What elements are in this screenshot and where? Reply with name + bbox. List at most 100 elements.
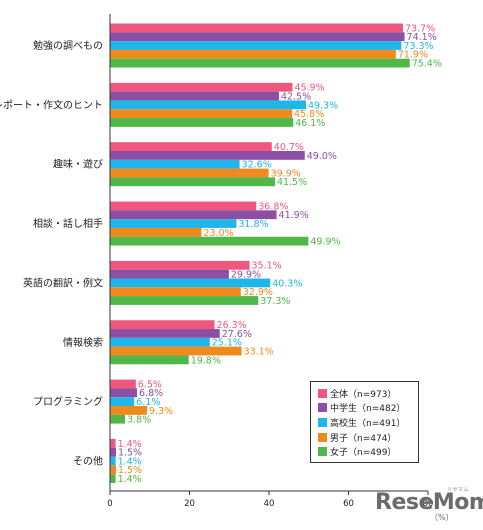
bar-6-2 <box>110 397 135 406</box>
category-label-3: 相談・話し相手 <box>33 217 103 230</box>
legend-swatch-1 <box>318 403 327 413</box>
legend-label-3: 男子（n=474） <box>330 433 397 444</box>
bar-0-3 <box>110 49 396 59</box>
category-label-4: 英語の翻訳・例文 <box>23 276 103 289</box>
bar-4-4 <box>110 296 259 305</box>
bar-6-1 <box>110 388 138 398</box>
value-label-6-3: 9.3% <box>149 406 173 417</box>
bar-5-1 <box>110 329 220 338</box>
bar-3-1 <box>110 210 277 220</box>
bar-0-1 <box>110 32 405 42</box>
value-label-3-3: 23.0% <box>203 228 233 239</box>
value-label-0-1: 74.1% <box>407 32 437 43</box>
bar-3-2 <box>110 219 237 228</box>
legend-label-4: 女子（n=499） <box>330 448 397 459</box>
legend-item-4: 女子（n=499） <box>318 444 418 459</box>
legend-item-1: 中学生（n=482） <box>318 401 418 416</box>
bar-7-0 <box>110 438 116 448</box>
value-label-4-0: 35.1% <box>252 261 282 272</box>
value-label-4-3: 32.9% <box>243 287 273 298</box>
value-label-4-4: 37.3% <box>260 296 290 307</box>
bar-5-2 <box>110 337 210 347</box>
category-label-1: レポート・作文のヒント <box>0 98 103 111</box>
value-label-2-4: 41.5% <box>277 177 307 188</box>
value-label-5-3: 33.1% <box>244 346 274 357</box>
value-label-1-4: 46.1% <box>295 118 325 129</box>
category-label-2: 趣味・遊び <box>53 158 103 171</box>
bar-6-3 <box>110 406 147 415</box>
bar-4-3 <box>110 287 241 297</box>
category-labels-group: 勉強の調べものレポート・作文のヒント趣味・遊び相談・話し相手英語の翻訳・例文情報… <box>0 39 103 467</box>
value-label-4-1: 29.9% <box>231 270 261 281</box>
value-label-5-0: 26.3% <box>217 320 247 331</box>
bar-7-1 <box>110 447 116 457</box>
value-label-6-0: 6.5% <box>138 379 162 390</box>
category-label-7: その他 <box>73 454 103 467</box>
value-label-5-1: 27.6% <box>222 329 252 340</box>
legend-swatch-2 <box>318 417 327 427</box>
legend-item-3: 男子（n=474） <box>318 430 418 445</box>
bar-2-0 <box>110 142 272 151</box>
value-label-6-1: 6.8% <box>139 388 163 399</box>
bar-0-0 <box>110 23 403 33</box>
bar-6-0 <box>110 379 136 389</box>
x-axis: 0 20 40 60 80 <box>107 14 433 509</box>
x-tick-label-4: 80 <box>423 499 434 509</box>
value-label-3-1: 41.9% <box>279 210 309 221</box>
bar-2-2 <box>110 159 240 169</box>
category-label-0: 勉強の調べもの <box>33 39 103 52</box>
value-label-3-4: 49.9% <box>310 237 340 248</box>
bar-5-0 <box>110 320 215 330</box>
bar-2-3 <box>110 168 269 178</box>
value-label-7-3: 1.5% <box>118 465 142 476</box>
value-label-7-0: 1.4% <box>118 439 142 450</box>
legend: 全体（n=973） 中学生（n=482） 高校生（n=491） 男子（n=474） 女子… <box>310 381 419 463</box>
legend-label-2: 高校生（n=491） <box>330 418 406 429</box>
legend-item-0: 全体（n=973） <box>318 386 418 401</box>
value-label-2-3: 39.9% <box>271 168 301 179</box>
watermark-kana: リセマム <box>447 487 470 493</box>
value-label-4-2: 40.3% <box>272 278 302 289</box>
bars-group <box>110 23 410 483</box>
bar-7-3 <box>110 465 116 475</box>
x-tick-label-0: 0 <box>107 499 112 509</box>
legend-label-1: 中学生（n=482） <box>330 404 406 415</box>
category-label-6: プログラミング <box>33 395 103 408</box>
value-label-2-2: 32.6% <box>242 160 272 171</box>
bar-0-4 <box>110 58 410 68</box>
value-label-1-3: 45.8% <box>294 109 324 120</box>
value-label-1-2: 49.3% <box>308 100 338 111</box>
value-label-0-2: 73.3% <box>403 41 433 52</box>
bar-7-4 <box>110 474 116 483</box>
bar-0-2 <box>110 41 402 50</box>
bar-4-2 <box>110 278 271 288</box>
value-label-6-2: 6.1% <box>136 397 160 408</box>
watermark-logo: ReseMom <box>375 490 483 515</box>
legend-label-0: 全体（n=973） <box>330 389 397 400</box>
bar-1-0 <box>110 82 293 92</box>
category-label-5: 情報検索 <box>63 336 103 349</box>
value-label-0-0: 73.7% <box>405 23 435 34</box>
value-label-1-0: 45.9% <box>294 83 324 94</box>
value-label-5-4: 19.8% <box>191 355 221 366</box>
value-labels-group: 73.7%74.1%73.3%71.9%75.4% 45.9%42.5%49.3%… <box>118 23 442 485</box>
value-label-7-4: 1.4% <box>118 474 142 485</box>
bar-2-1 <box>110 151 305 160</box>
value-label-0-4: 75.4% <box>412 59 442 70</box>
value-label-3-0: 36.8% <box>258 201 288 212</box>
bar-4-1 <box>110 269 229 279</box>
value-label-7-1: 1.5% <box>118 448 142 459</box>
x-axis-unit: （%） <box>430 513 454 522</box>
bar-1-3 <box>110 109 293 119</box>
bar-1-1 <box>110 91 279 101</box>
value-label-2-1: 49.0% <box>307 151 337 162</box>
legend-item-2: 高校生（n=491） <box>318 415 418 430</box>
value-label-5-2: 25.1% <box>212 338 242 349</box>
value-label-0-3: 71.9% <box>398 50 428 61</box>
value-label-3-2: 31.8% <box>238 219 268 230</box>
value-label-7-2: 1.4% <box>118 456 142 467</box>
bar-7-2 <box>110 456 116 466</box>
bar-6-4 <box>110 414 126 424</box>
bar-3-3 <box>110 227 202 237</box>
